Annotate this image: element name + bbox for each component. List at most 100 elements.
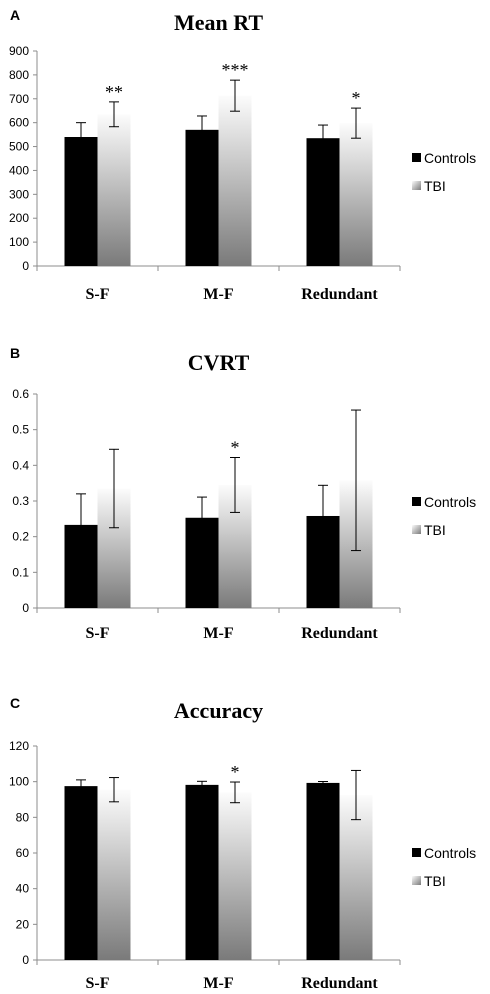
bar-controls — [185, 784, 219, 960]
errorbar-controls — [318, 484, 328, 548]
bar-controls — [64, 137, 98, 266]
errorbar-tbi — [351, 409, 361, 552]
y-tick-label: 100 — [9, 235, 29, 249]
y-tick-label: 0.5 — [12, 423, 29, 437]
x-category-label: M-F — [203, 286, 233, 303]
y-tick-label: 60 — [16, 846, 30, 860]
y-tick-label: 20 — [16, 917, 30, 931]
bar-controls — [185, 129, 219, 266]
errorbar-tbi — [230, 781, 240, 804]
significance-marker: ** — [105, 82, 123, 102]
x-category-label: Redundant — [301, 975, 378, 992]
significance-marker: *** — [222, 60, 249, 80]
y-tick-label: 0 — [22, 259, 29, 273]
panel-letter: A — [10, 7, 20, 23]
chart-title: Accuracy — [174, 698, 263, 723]
bar-controls — [306, 138, 340, 266]
legend-item-controls: Controls — [412, 150, 476, 166]
errorbar-tbi — [230, 79, 240, 112]
errorbar-controls — [76, 779, 86, 793]
significance-marker: * — [352, 88, 361, 108]
y-tick-label: 80 — [16, 810, 30, 824]
panel-b: B CVRT 0 0.1 0.2 0.3 0.4 0.5 0.6 S-F * M-F Redundant… — [10, 345, 476, 642]
y-tick-label: 400 — [9, 163, 29, 177]
bar-tbi — [218, 95, 252, 266]
y-tick-label: 500 — [9, 140, 29, 154]
y-tick-label: 40 — [16, 882, 30, 896]
errorbar-controls — [76, 122, 86, 152]
legend-swatch-controls — [412, 848, 421, 857]
bar-tbi — [97, 789, 131, 960]
bar-tbi — [218, 792, 252, 960]
errorbar-controls — [76, 493, 86, 557]
significance-marker: * — [231, 762, 240, 782]
y-tick-label: 800 — [9, 68, 29, 82]
x-category-label: S-F — [86, 625, 110, 642]
y-tick-label: 0.3 — [12, 494, 29, 508]
errorbar-tbi — [109, 101, 119, 128]
legend-label-controls: Controls — [424, 494, 476, 510]
bar-tbi — [97, 114, 131, 266]
errorbar-tbi — [109, 777, 119, 803]
errorbar-controls — [318, 124, 328, 152]
y-tick-label: 0.1 — [12, 565, 29, 579]
legend-item-controls: Controls — [412, 494, 476, 510]
y-tick-label: 0 — [22, 953, 29, 967]
legend: Controls TBI — [412, 494, 476, 538]
significance-marker: * — [231, 437, 240, 457]
errorbar-tbi — [351, 769, 361, 821]
x-category-label: Redundant — [301, 625, 378, 642]
panel-a: A Mean RT 0 100 200 300 400 500 600 700 800 900 ** S-… — [9, 7, 476, 303]
legend-item-tbi: TBI — [412, 178, 446, 194]
y-tick-label: 120 — [9, 739, 29, 753]
bar-controls — [306, 782, 340, 960]
legend-item-controls: Controls — [412, 845, 476, 861]
y-tick-label: 600 — [9, 116, 29, 130]
errorbar-tbi — [351, 107, 361, 139]
y-tick-label: 300 — [9, 187, 29, 201]
y-tick-label: 100 — [9, 775, 29, 789]
chart-title: CVRT — [188, 350, 250, 375]
panel-letter: B — [10, 345, 20, 361]
y-tick-label: 0 — [22, 601, 29, 615]
x-category-label: M-F — [203, 625, 233, 642]
errorbar-tbi — [109, 448, 119, 529]
chart-title: Mean RT — [174, 10, 263, 35]
legend: Controls TBI — [412, 150, 476, 194]
errorbar-controls — [197, 496, 207, 539]
x-category-label: M-F — [203, 975, 233, 992]
legend-label-controls: Controls — [424, 845, 476, 861]
y-tick-label: 700 — [9, 92, 29, 106]
legend-label-tbi: TBI — [424, 873, 446, 889]
bar-controls — [64, 786, 98, 960]
y-tick-label: 0.4 — [12, 458, 29, 472]
panel-c: C Accuracy 0 20 40 60 80 100 120 S-F * M-F Redundant… — [9, 695, 476, 992]
legend: Controls TBI — [412, 845, 476, 889]
legend-label-controls: Controls — [424, 150, 476, 166]
y-tick-label: 0.2 — [12, 530, 29, 544]
legend-label-tbi: TBI — [424, 178, 446, 194]
x-category-label: S-F — [86, 975, 110, 992]
errorbar-tbi — [230, 456, 240, 513]
errorbar-controls — [318, 780, 328, 785]
bar-tbi — [339, 123, 373, 267]
legend-swatch-tbi — [412, 525, 421, 534]
y-tick-label: 0.6 — [12, 387, 29, 401]
bar-tbi — [339, 795, 373, 960]
y-tick-label: 200 — [9, 211, 29, 225]
legend-item-tbi: TBI — [412, 522, 446, 538]
errorbar-controls — [197, 780, 207, 789]
x-category-label: Redundant — [301, 286, 378, 303]
y-tick-label: 900 — [9, 44, 29, 58]
legend-label-tbi: TBI — [424, 522, 446, 538]
legend-swatch-controls — [412, 153, 421, 162]
legend-swatch-controls — [412, 497, 421, 506]
errorbar-controls — [197, 115, 207, 145]
legend-swatch-tbi — [412, 876, 421, 885]
panel-letter: C — [10, 695, 20, 711]
legend-swatch-tbi — [412, 181, 421, 190]
x-category-label: S-F — [86, 286, 110, 303]
legend-item-tbi: TBI — [412, 873, 446, 889]
